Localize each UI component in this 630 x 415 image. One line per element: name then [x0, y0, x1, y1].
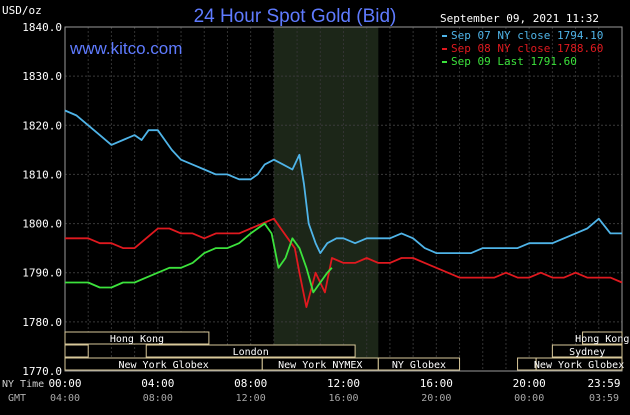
- x-tick-label-gmt: 16:00: [328, 393, 358, 404]
- series-line-1: [64, 109, 622, 254]
- session-label: New York Globex: [118, 360, 208, 371]
- y-tick-label: 1820.0: [22, 119, 62, 132]
- ny-time-label: NY Time: [2, 379, 44, 390]
- y-tick-label: 1780.0: [22, 316, 62, 329]
- y-axis-label: USD/oz: [2, 4, 42, 17]
- series-line-3: [65, 222, 333, 294]
- x-tick-label-gmt: 08:00: [143, 393, 173, 404]
- legend-label-2: Sep 08 NY close 1788.60: [451, 42, 603, 55]
- session-label: Hong Kong: [110, 334, 164, 345]
- x-tick-label-gmt: 04:00: [50, 393, 80, 404]
- x-tick-label-ny: 16:00: [420, 377, 453, 390]
- session-box: [582, 331, 623, 345]
- y-tick-label: 1770.0: [22, 365, 62, 378]
- session-box: [145, 344, 356, 358]
- legend-swatch-1: [442, 35, 447, 37]
- legend-label-3: Sep 09 Last 1791.60: [451, 55, 577, 68]
- session-box: [64, 344, 89, 358]
- x-tick-label-ny: 00:00: [48, 377, 81, 390]
- session-label: Sydney: [569, 347, 605, 358]
- site-watermark: www.kitco.com: [69, 39, 182, 58]
- session-box: [551, 344, 623, 358]
- session-label: London: [233, 347, 269, 358]
- legend-label-1: Sep 07 NY close 1794.10: [451, 29, 603, 42]
- x-tick-label-gmt: 12:00: [236, 393, 266, 404]
- session-label: New York Globex: [534, 360, 624, 371]
- legend-swatch-2: [442, 48, 447, 50]
- session-label: NY Globex: [392, 360, 446, 371]
- chart-title: 24 Hour Spot Gold (Bid): [194, 6, 397, 27]
- x-tick-label-gmt: 20:00: [421, 393, 451, 404]
- y-tick-label: 1840.0: [22, 21, 62, 34]
- session-label: Hong Kong: [575, 334, 629, 345]
- y-tick-label: 1800.0: [22, 218, 62, 231]
- x-tick-label-gmt: 03:59: [589, 393, 619, 404]
- x-tick-label-ny: 04:00: [141, 377, 174, 390]
- y-tick-label: 1790.0: [22, 267, 62, 280]
- series-line-2: [65, 217, 623, 308]
- session-box: [377, 357, 461, 371]
- y-tick-label: 1810.0: [22, 168, 62, 181]
- x-tick-label-ny: 23:59: [587, 377, 620, 390]
- x-tick-label-ny: 20:00: [513, 377, 546, 390]
- session-box: [535, 357, 623, 371]
- timestamp: September 09, 2021 11:32: [440, 12, 599, 25]
- x-tick-label-ny: 12:00: [327, 377, 360, 390]
- x-tick-label-gmt: 00:00: [514, 393, 544, 404]
- gmt-label: GMT: [8, 393, 26, 404]
- nymex-session-highlight: [273, 27, 379, 371]
- x-tick-label-ny: 08:00: [234, 377, 267, 390]
- y-tick-label: 1830.0: [22, 70, 62, 83]
- session-box: [64, 331, 210, 345]
- legend-swatch-3: [442, 61, 447, 63]
- plot-frame: [64, 26, 623, 372]
- session-label: New York NYMEX: [278, 360, 362, 371]
